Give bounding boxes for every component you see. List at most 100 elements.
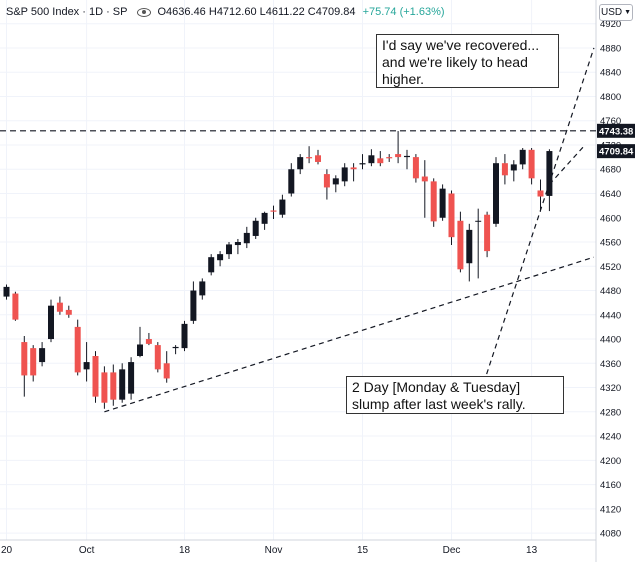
price-tick-label: 4440 <box>600 310 621 321</box>
annotation-top-text: I'd say we've recovered... and we're lik… <box>382 37 540 87</box>
candle <box>208 254 215 276</box>
candle-body-up <box>546 151 553 196</box>
candle <box>466 223 473 282</box>
candle-body-up <box>3 286 10 297</box>
candle-body-up <box>261 212 268 224</box>
candle <box>279 194 286 218</box>
candle-body-down <box>306 157 313 159</box>
candle-body-up <box>510 164 517 171</box>
candle-body-down <box>430 181 437 222</box>
candle <box>3 284 10 300</box>
candle-body-up <box>208 257 215 273</box>
change-value: +75.74 (+1.63%) <box>362 6 445 18</box>
annotation-top[interactable]: I'd say we've recovered... and we're lik… <box>376 34 559 88</box>
candle <box>65 305 72 318</box>
candle <box>217 251 224 267</box>
candle-body-down <box>501 163 508 176</box>
price-tick-label: 4680 <box>600 165 621 176</box>
candle-body-down <box>145 339 152 344</box>
candle-body-down <box>65 309 72 315</box>
annotation-bottom[interactable]: 2 Day [Monday & Tuesday] slump after las… <box>346 376 564 414</box>
candle <box>154 342 161 373</box>
candle <box>359 154 366 170</box>
price-tick-label: 4480 <box>600 286 621 297</box>
candle <box>315 149 321 165</box>
close-value: C4709.84 <box>307 6 356 18</box>
price-label: 4709.84 <box>599 147 634 158</box>
symbol-title[interactable]: S&P 500 Index · 1D · SP <box>6 6 128 18</box>
candle-body-down <box>315 155 321 162</box>
candle-body-down <box>448 193 455 238</box>
candle-body-down <box>270 210 277 212</box>
price-tick-label: 4280 <box>600 407 621 418</box>
candle <box>110 364 117 406</box>
candle <box>234 238 241 255</box>
candle-body-up <box>226 244 232 255</box>
candle-body-up <box>243 232 250 244</box>
candle-body-down <box>110 372 117 400</box>
candle <box>190 281 197 324</box>
candle <box>12 291 19 321</box>
candle-body-down <box>323 174 330 188</box>
candle-body-down <box>154 345 161 370</box>
candle-body-down <box>21 342 28 376</box>
candle <box>270 205 277 219</box>
candle <box>48 299 54 343</box>
candle-body-up <box>475 220 482 222</box>
candle-body-up <box>234 242 241 246</box>
candle <box>395 131 402 164</box>
price-tick-label: 4760 <box>600 116 621 127</box>
candle-body-up <box>199 281 206 296</box>
candle <box>546 149 553 212</box>
trendline <box>548 144 586 185</box>
candle-body-up <box>48 305 54 340</box>
candle <box>288 163 295 197</box>
candle-body-up <box>439 188 446 218</box>
candle-body-down <box>56 302 63 312</box>
annotation-bottom-text: 2 Day [Monday & Tuesday] slump after las… <box>352 379 526 412</box>
candle <box>484 211 491 258</box>
price-tick-label: 4560 <box>600 238 621 249</box>
candle <box>83 342 90 382</box>
candle-body-up <box>466 229 473 264</box>
candle <box>181 320 188 352</box>
candle <box>341 163 348 187</box>
candle <box>350 163 357 182</box>
candle <box>252 217 259 239</box>
candle <box>537 179 544 212</box>
candle-body-down <box>537 190 544 197</box>
candle <box>439 184 446 221</box>
price-labels: 4743.38 4709.84 <box>597 123 635 159</box>
candle <box>421 160 428 218</box>
candle <box>101 366 108 409</box>
price-tick-label: 4320 <box>600 383 621 394</box>
candle-body-up <box>359 163 366 165</box>
candle-body-down <box>350 167 357 170</box>
candle <box>172 345 179 355</box>
candle-body-down <box>92 356 99 397</box>
candle <box>243 226 250 249</box>
candle <box>74 319 81 376</box>
candle-body-up <box>519 149 526 165</box>
candle-body-down <box>12 293 19 320</box>
candle <box>457 211 464 273</box>
candle <box>386 154 393 162</box>
candle <box>119 363 126 403</box>
price-tick-label: 4240 <box>600 432 621 443</box>
candle <box>323 169 330 200</box>
candle <box>163 351 170 383</box>
candle-body-up <box>368 155 375 164</box>
candle <box>501 154 508 185</box>
candle <box>493 157 499 227</box>
currency-button[interactable]: USD ▼ <box>599 4 633 21</box>
candle-body-up <box>297 157 304 170</box>
candle <box>226 242 232 259</box>
time-tick-label: 18 <box>179 545 191 556</box>
candle-body-up <box>288 169 295 194</box>
candle <box>261 211 268 230</box>
eye-icon[interactable] <box>137 7 152 17</box>
price-tick-label: 4920 <box>600 19 621 30</box>
price-label: 4743.38 <box>599 126 633 137</box>
candle <box>199 278 206 300</box>
